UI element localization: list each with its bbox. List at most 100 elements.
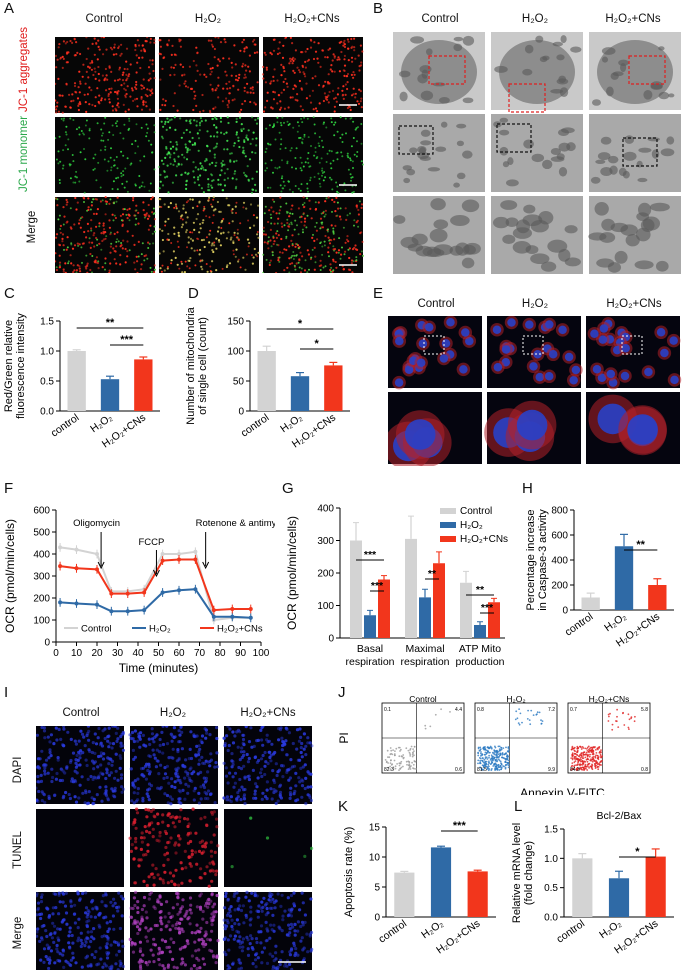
quadrant-value: 0.1 [384, 707, 391, 713]
y-tick-label: 0.0 [544, 913, 558, 924]
flow-plot-title: H₂O₂ [506, 695, 525, 704]
y-tick-label: 1.5 [40, 317, 54, 328]
data-point [211, 614, 216, 619]
bar-k-1 [430, 847, 452, 917]
zoom-box [522, 335, 544, 355]
legend-swatch [440, 536, 456, 542]
panel-e-confocal [388, 316, 682, 466]
y-axis-label: Apoptosis rate (%) [343, 827, 355, 917]
panel-i-row-dapi: DAPI [12, 756, 24, 784]
x-tick-label: 10 [71, 648, 83, 659]
x-tick-label: 0 [53, 648, 59, 659]
panel-label-c: C [4, 285, 15, 302]
panel-label-k: K [338, 798, 349, 815]
bar-g-1-0 [405, 538, 417, 638]
quadrant-value: 0.8 [477, 707, 484, 713]
y-tick-label: 0 [44, 638, 50, 649]
category-label: respiration [345, 656, 394, 668]
data-point [74, 601, 79, 606]
bar-g-2-1 [474, 625, 486, 638]
x-tick-label: H₂O₂ [597, 918, 623, 942]
significance-marker: * [298, 318, 303, 330]
data-point [177, 588, 181, 593]
data-point [177, 552, 181, 556]
y-tick-label: 600 [33, 506, 50, 517]
legend-label: H₂O₂ [460, 520, 483, 531]
flow-plot-title: Control [409, 695, 437, 704]
quadrant-value: 5.8 [641, 707, 648, 713]
legend-label: H₂O₂+CNs [460, 534, 508, 545]
y-tick-label: 600 [551, 531, 568, 542]
bar-l-1 [608, 878, 630, 917]
panel-a-row-aggregates: JC-1 aggregates [18, 26, 30, 112]
x-tick-label: 90 [235, 648, 247, 659]
arrow-head [97, 561, 105, 570]
y-tick-label: 0.5 [544, 883, 558, 894]
x-tick-label: H₂O₂ [88, 412, 114, 436]
micrograph-a-0-0 [55, 37, 155, 113]
y-tick-label: 150 [227, 317, 244, 328]
legend-swatch [440, 508, 456, 514]
x-axis-label: Annexin V-FITC [520, 786, 605, 795]
bar-g-2-0 [460, 582, 472, 638]
data-point [95, 567, 99, 572]
quadrant-value: 9.9 [548, 767, 555, 773]
bar-h-0 [581, 597, 600, 610]
panel-i-col-control: Control [62, 707, 100, 719]
y-tick-label: 0.0 [40, 407, 54, 418]
significance-marker: *** [120, 334, 134, 346]
y-tick-label: 10 [369, 853, 381, 864]
y-axis-label: Percentage increase [525, 510, 537, 611]
data-point [160, 590, 165, 595]
y-tick-label: 100 [33, 616, 50, 627]
panel-a-row-monomer: JC-1 monomer [18, 115, 30, 192]
x-tick-label: 80 [214, 648, 226, 659]
bar-g-0-0 [350, 540, 362, 638]
category-label: respiration [400, 656, 449, 668]
y-tick-label: 1.0 [40, 347, 54, 358]
zoom-box-red [428, 55, 466, 85]
series-line-2 [59, 558, 251, 612]
y-tick-label: 0 [374, 913, 380, 924]
y-tick-label: 200 [551, 581, 568, 592]
y-tick-label: 0.5 [40, 377, 54, 388]
micrograph-a-2-0 [55, 197, 155, 273]
chart-f: 0 100 200 300 400 500 600 0 10 20 30 40 50 60 70 80 90 10… [3, 506, 275, 676]
panel-a-col-control: Control [85, 13, 123, 25]
bar-g-0-2 [378, 579, 390, 638]
significance-marker: *** [481, 602, 494, 614]
data-point [125, 591, 130, 596]
injection-label: Rotenone & antimycin A [196, 518, 275, 529]
panel-j-flow-cytometry: PI Annexin V-FITC Control 0.1 4.4 82.3 0.6 H₂O₂… [338, 695, 651, 795]
zoom-box-black [496, 123, 532, 153]
data-point [230, 614, 235, 619]
micrograph-a-1-2 [263, 117, 363, 193]
y-tick-label: 100 [227, 347, 244, 358]
y-tick-label: 50 [233, 377, 245, 388]
x-tick-label: H₂O₂ [278, 412, 304, 436]
data-point [58, 545, 63, 550]
quadrant-value: 7.2 [548, 707, 555, 713]
x-tick-label: 40 [132, 648, 144, 659]
cell-body [401, 40, 477, 104]
significance-marker: ** [428, 568, 437, 580]
micrograph-a-0-2 [263, 37, 363, 113]
tunel-image-1-0 [36, 809, 124, 887]
data-point [109, 609, 114, 614]
zoom-box-black [398, 125, 434, 155]
y-axis-label: in Caspase-3 activity [537, 509, 549, 611]
y-tick-label: 200 [317, 569, 334, 580]
legend-label: H₂O₂+CNs [217, 624, 263, 635]
data-point [211, 608, 216, 613]
zoom-box [621, 335, 643, 355]
quadrant-value: 0.6 [455, 767, 462, 773]
legend-label: H₂O₂ [149, 624, 171, 635]
panel-e-col-h2o2-cns: H₂O₂+CNs [606, 298, 662, 310]
panel-e-col-h2o2: H₂O₂ [521, 298, 549, 310]
data-point [160, 552, 165, 556]
data-point [160, 558, 165, 563]
